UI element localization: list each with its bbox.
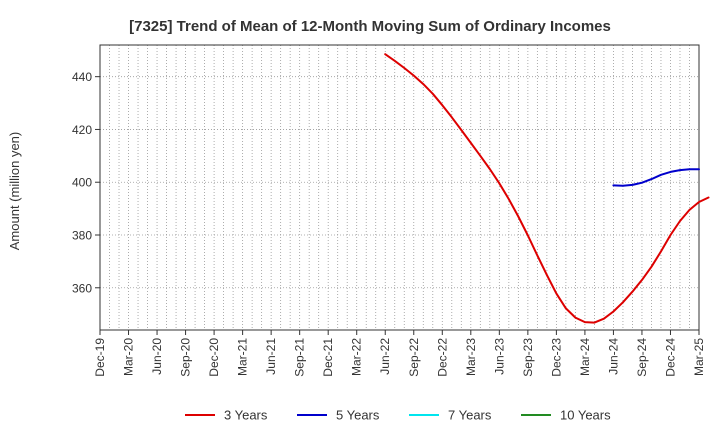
x-tick-label: Dec-23 [549,338,563,377]
legend: 3 Years 5 Years 7 Years 10 Years [185,408,611,423]
x-tick-label: Jun-21 [264,338,278,375]
axes: 360 380 400 420 440 Dec-19 Mar-20 Jun-20 Sep-20 D… [72,44,706,377]
x-tick-label: Dec-19 [93,338,107,377]
x-tick-label: Sep-21 [293,338,307,377]
y-tick-label: 400 [72,176,92,190]
y-tick-label: 440 [72,70,92,84]
x-tick-label: Sep-22 [407,338,421,377]
x-tick-label: Jun-20 [150,338,164,375]
x-tick-label: Mar-23 [464,338,478,376]
legend-label-5-years: 5 Years [336,408,380,423]
legend-label-10-years: 10 Years [560,408,611,423]
x-tick-label: Dec-21 [321,338,335,377]
x-tick-label: Mar-25 [692,338,706,376]
x-tick-label: Sep-20 [179,338,193,377]
x-tick-label: Jun-23 [492,338,506,375]
x-tick-label: Jun-22 [378,338,392,375]
x-tick-label: Jun-24 [606,338,620,375]
x-tick-label: Dec-20 [207,338,221,377]
series-line-5-years [612,168,700,187]
x-tick-label: Mar-21 [236,338,250,376]
x-tick-label: Dec-24 [663,338,677,377]
legend-label-3-years: 3 Years [224,408,268,423]
legend-label-7-years: 7 Years [448,408,492,423]
y-tick-label: 360 [72,281,92,295]
series-lines [384,53,710,324]
y-tick-label: 420 [72,123,92,137]
x-tick-label: Mar-20 [122,338,136,376]
x-tick-label: Sep-24 [635,338,649,377]
y-tick-label: 380 [72,229,92,243]
series-line-3-years [384,53,710,324]
x-tick-label: Mar-22 [350,338,364,376]
chart-title: [7325] Trend of Mean of 12-Month Moving … [129,18,611,35]
x-tick-label: Sep-23 [521,338,535,377]
y-axis-label: Amount (million yen) [7,132,22,251]
grid-lines [100,45,699,330]
plot-frame [99,44,700,331]
x-tick-label: Mar-24 [578,338,592,376]
x-tick-label: Dec-22 [435,338,449,377]
